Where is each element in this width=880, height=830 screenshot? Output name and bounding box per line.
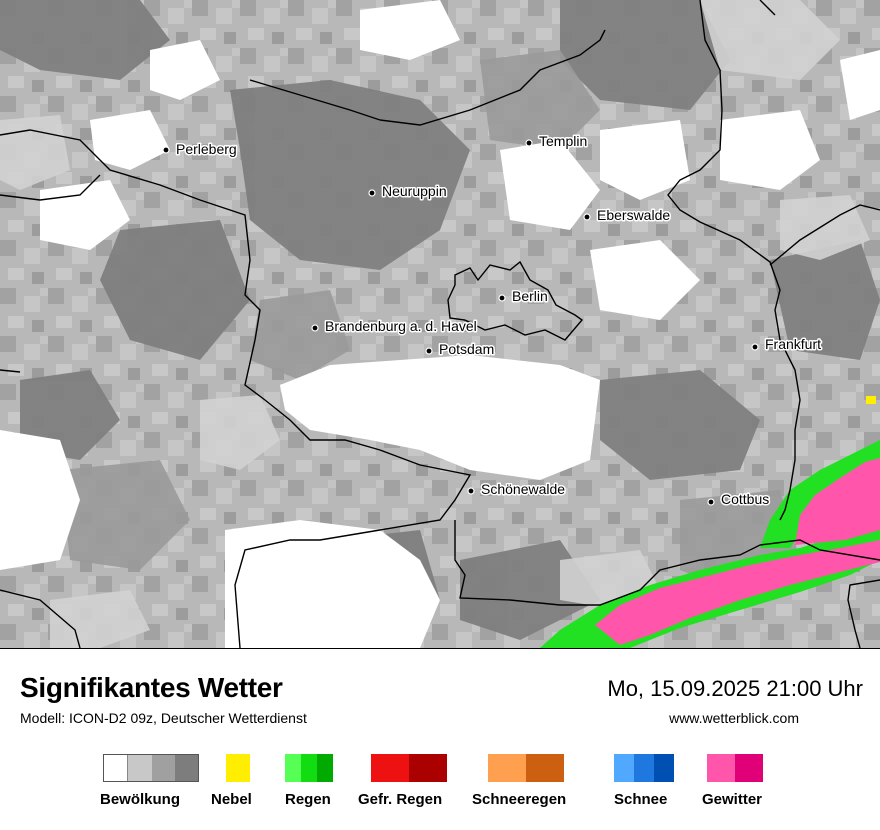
weather-map: Perleberg Templin Neuruppin Eberswalde B… — [0, 0, 880, 649]
city-label: Perleberg — [176, 141, 237, 157]
legend-swatch-rain-2 — [317, 754, 333, 782]
city-perleberg: Perleberg — [162, 140, 238, 159]
legend-swatch-clouds-1 — [128, 755, 152, 781]
legend-swatch-thunderstorm — [707, 754, 763, 782]
legend-swatch-sleet — [488, 754, 564, 782]
legend-swatch-rain-1 — [301, 754, 317, 782]
map-title: Signifikantes Wetter — [20, 672, 283, 703]
legend-swatch-thunderstorm-0 — [707, 754, 735, 782]
clear-sky-areas — [0, 0, 880, 648]
city-markers: Perleberg Templin Neuruppin Eberswalde B… — [162, 132, 823, 509]
legend-swatch-sleet-1 — [526, 754, 564, 782]
website-link[interactable]: www.wetterblick.com — [669, 710, 799, 726]
legend-swatch-clouds — [103, 754, 199, 782]
city-schoenewalde: Schönewalde — [467, 480, 567, 499]
map-canvas: Perleberg Templin Neuruppin Eberswalde B… — [0, 0, 880, 648]
legend-swatch-rain-0 — [285, 754, 301, 782]
legend-swatch-clouds-2 — [151, 755, 175, 781]
city-label: Berlin — [512, 288, 548, 304]
city-brandenburg: Brandenburg a. d. Havel — [311, 317, 478, 336]
city-templin: Templin — [525, 132, 589, 151]
city-label: Eberswalde — [597, 207, 670, 223]
borders — [0, 0, 880, 648]
model-info: Modell: ICON-D2 09z, Deutscher Wetterdie… — [20, 710, 307, 726]
legend-swatch-snow — [614, 754, 674, 782]
forecast-datetime: Mo, 15.09.2025 21:00 Uhr — [607, 676, 863, 701]
city-label: Frankfurt — [765, 336, 821, 352]
legend-swatch-freezing-rain-0 — [371, 754, 409, 782]
precip-thunderstorm — [595, 458, 880, 645]
light-cloud-areas — [0, 0, 870, 648]
berlin-border — [447, 260, 584, 341]
legend-label-sleet: Schneeregen — [472, 791, 567, 808]
legend-swatch-sleet-0 — [488, 754, 526, 782]
legend-swatch-freezing-rain-1 — [409, 754, 447, 782]
city-berlin: Berlin — [498, 287, 549, 306]
city-potsdam: Potsdam — [425, 340, 496, 359]
city-eberswalde: Eberswalde — [583, 206, 672, 225]
legend-label-rain: Regen — [285, 791, 331, 808]
city-frankfurt: Frankfurt — [751, 335, 823, 354]
legend-swatch-snow-1 — [634, 754, 654, 782]
legend-label-clouds: Bewölkung — [100, 791, 181, 808]
legend-label-freezing-rain: Gefr. Regen — [358, 791, 443, 808]
city-label: Potsdam — [439, 341, 494, 357]
city-label: Schönewalde — [481, 481, 565, 497]
city-neuruppin: Neuruppin — [368, 182, 448, 201]
legend-swatch-clouds-3 — [174, 755, 198, 781]
legend-swatch-rain — [285, 754, 333, 782]
legend-swatch-fog — [226, 754, 250, 782]
city-label: Brandenburg a. d. Havel — [325, 318, 477, 334]
legend-swatch-freezing-rain — [371, 754, 447, 782]
city-cottbus: Cottbus — [707, 490, 771, 509]
city-label: Cottbus — [721, 491, 769, 507]
legend-swatch-clouds-0 — [104, 755, 129, 781]
legend-label-thunderstorm: Gewitter — [702, 791, 763, 808]
legend-swatch-snow-2 — [654, 754, 674, 782]
legend-label-fog: Nebel — [211, 791, 252, 808]
legend-swatch-thunderstorm-1 — [735, 754, 763, 782]
city-label: Templin — [539, 133, 587, 149]
legend-swatch-snow-0 — [614, 754, 634, 782]
legend-label-snow: Schnee — [614, 791, 668, 808]
precip-fog-spot — [866, 396, 876, 404]
city-label: Neuruppin — [382, 183, 447, 199]
